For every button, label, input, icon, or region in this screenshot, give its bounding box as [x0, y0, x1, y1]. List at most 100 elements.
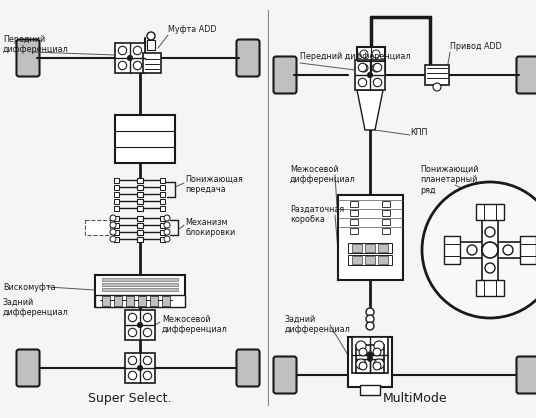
Polygon shape: [357, 90, 383, 130]
FancyBboxPatch shape: [273, 357, 296, 393]
FancyBboxPatch shape: [236, 349, 259, 387]
Circle shape: [358, 78, 367, 87]
Text: Межосевой
дифференциал: Межосевой дифференциал: [290, 165, 356, 184]
Bar: [365, 256, 375, 264]
Bar: [115, 115, 175, 163]
Text: Механизм
блокировки: Механизм блокировки: [185, 218, 235, 237]
FancyBboxPatch shape: [517, 56, 536, 94]
Circle shape: [366, 322, 374, 330]
Bar: [444, 236, 460, 264]
Bar: [352, 256, 362, 264]
Circle shape: [143, 328, 152, 337]
Circle shape: [372, 50, 380, 58]
Bar: [137, 230, 143, 235]
Bar: [114, 192, 119, 197]
Bar: [382, 210, 390, 216]
Bar: [137, 237, 143, 242]
Bar: [137, 185, 143, 190]
Bar: [338, 195, 403, 280]
Bar: [360, 385, 380, 395]
Bar: [352, 244, 362, 252]
Circle shape: [367, 72, 373, 78]
Bar: [114, 178, 119, 183]
Text: Привод ADD: Привод ADD: [450, 42, 502, 51]
Circle shape: [356, 359, 366, 369]
Bar: [425, 65, 449, 85]
Bar: [125, 310, 155, 340]
Bar: [115, 43, 145, 73]
Circle shape: [373, 348, 381, 356]
Bar: [114, 230, 119, 235]
Circle shape: [143, 314, 152, 322]
Bar: [378, 244, 388, 252]
Bar: [138, 296, 146, 306]
Bar: [520, 236, 536, 264]
Circle shape: [128, 356, 137, 364]
Bar: [150, 296, 158, 306]
Circle shape: [164, 229, 170, 235]
Text: Передний дифференциал: Передний дифференциал: [300, 52, 411, 61]
Circle shape: [110, 236, 116, 242]
Bar: [350, 228, 358, 234]
Text: КПП: КПП: [410, 128, 427, 137]
Circle shape: [360, 50, 368, 58]
Text: Super Select.: Super Select.: [88, 392, 172, 405]
Circle shape: [110, 229, 116, 235]
Circle shape: [467, 245, 477, 255]
Bar: [482, 212, 498, 288]
Text: Понижающая
передача: Понижающая передача: [185, 175, 243, 194]
Bar: [160, 199, 165, 204]
Bar: [114, 237, 119, 242]
Circle shape: [128, 328, 137, 337]
Circle shape: [358, 63, 367, 72]
Circle shape: [366, 315, 374, 323]
Bar: [137, 216, 143, 221]
Circle shape: [128, 55, 133, 61]
Text: MultiMode: MultiMode: [383, 392, 448, 405]
Circle shape: [366, 308, 374, 316]
Circle shape: [118, 61, 126, 70]
Circle shape: [110, 215, 116, 221]
Circle shape: [373, 362, 381, 370]
Bar: [160, 230, 165, 235]
Circle shape: [147, 32, 155, 40]
Circle shape: [482, 242, 498, 258]
Circle shape: [128, 371, 137, 380]
Bar: [114, 223, 119, 228]
FancyBboxPatch shape: [517, 357, 536, 393]
Bar: [382, 228, 390, 234]
Bar: [114, 296, 122, 306]
Bar: [382, 219, 390, 225]
Bar: [137, 223, 143, 228]
Circle shape: [360, 64, 368, 72]
Circle shape: [110, 222, 116, 228]
FancyBboxPatch shape: [17, 349, 40, 387]
Bar: [382, 201, 390, 207]
Circle shape: [373, 78, 382, 87]
Bar: [137, 178, 143, 183]
Text: Задний
дифференциал: Задний дифференциал: [285, 315, 351, 334]
Bar: [162, 296, 170, 306]
FancyBboxPatch shape: [236, 39, 259, 76]
Bar: [348, 243, 392, 253]
Circle shape: [164, 215, 170, 221]
FancyBboxPatch shape: [17, 39, 40, 76]
Bar: [95, 295, 185, 307]
Bar: [352, 337, 388, 373]
Bar: [355, 60, 385, 90]
Bar: [356, 345, 384, 373]
Circle shape: [372, 64, 380, 72]
Bar: [160, 216, 165, 221]
Bar: [160, 237, 165, 242]
Text: Межосевой
дифференциал: Межосевой дифференциал: [162, 315, 228, 334]
Bar: [102, 296, 110, 306]
Bar: [147, 40, 155, 50]
Text: Муфта ADD: Муфта ADD: [168, 25, 217, 34]
Bar: [126, 296, 134, 306]
Bar: [137, 192, 143, 197]
Bar: [137, 206, 143, 211]
Circle shape: [422, 182, 536, 318]
Circle shape: [503, 245, 513, 255]
Bar: [476, 204, 504, 220]
Circle shape: [137, 365, 143, 371]
